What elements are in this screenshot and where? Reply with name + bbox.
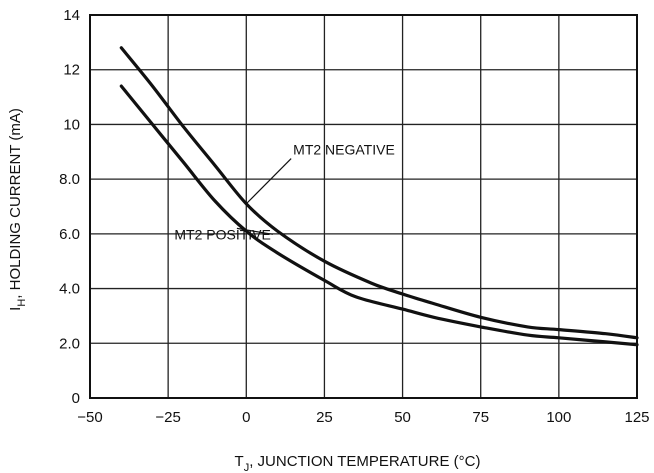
x-tick-label: 75 — [472, 409, 489, 426]
series-line-mt2-negative — [119, 46, 639, 340]
y-tick-label: 8.0 — [59, 171, 80, 188]
annotation-leader-line — [245, 158, 292, 205]
y-tick-label: 2.0 — [59, 335, 80, 352]
x-tick-label: 25 — [316, 409, 333, 426]
series-line-mt2-positive — [119, 84, 639, 347]
x-axis-title: TJ, JUNCTION TEMPERATURE (°C) — [235, 453, 481, 473]
y-tick-label: 10 — [63, 116, 80, 133]
x-tick-label: 100 — [546, 409, 571, 426]
y-tick-label: 0 — [72, 390, 80, 407]
plot-frame — [89, 14, 638, 399]
series-annotation-label: MT2 POSITIVE — [174, 226, 270, 242]
x-tick-label: −50 — [77, 409, 102, 426]
x-tick-label: −25 — [155, 409, 180, 426]
x-tick-label: 0 — [242, 409, 250, 426]
y-tick-label: 6.0 — [59, 226, 80, 243]
x-tick-labels: −50 −25 0 25 50 75 100 125 — [77, 409, 649, 426]
x-tick-label: 125 — [624, 409, 649, 426]
series-annotation-label: MT2 NEGATIVE — [293, 142, 395, 158]
y-tick-label: 12 — [63, 62, 80, 79]
x-tick-label: 50 — [394, 409, 411, 426]
y-tick-label: 14 — [63, 7, 80, 24]
series-lines — [119, 46, 639, 347]
annotation-leader-line — [236, 227, 273, 235]
y-tick-label: 4.0 — [59, 281, 80, 298]
series-annotations: MT2 NEGATIVE MT2 POSITIVE — [174, 142, 394, 243]
y-tick-labels: 0 2.0 4.0 6.0 8.0 10 12 14 — [59, 7, 80, 407]
grid-lines — [90, 15, 637, 398]
y-axis-title: IH, HOLDING CURRENT (mA) — [7, 108, 28, 311]
